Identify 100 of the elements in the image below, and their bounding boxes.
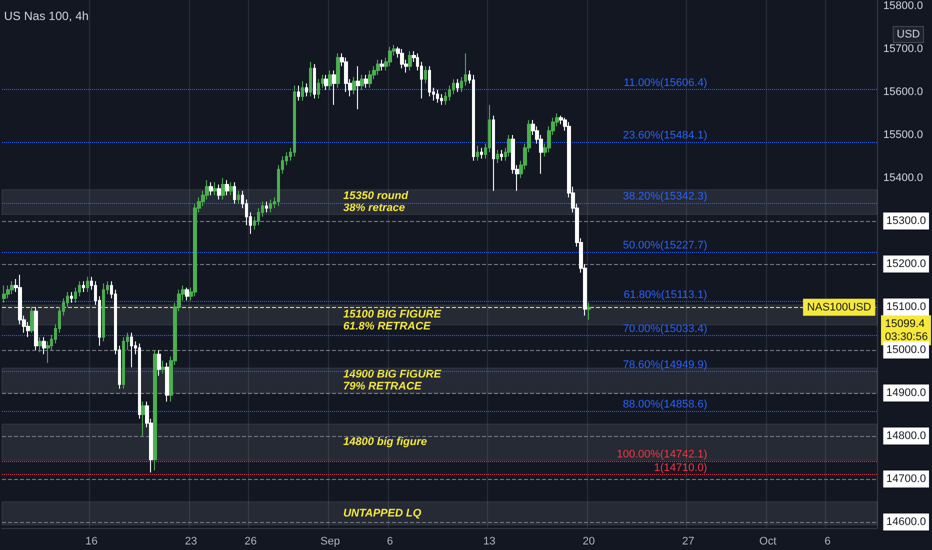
candlestick <box>30 306 34 334</box>
y-tick-label: 15000.0 <box>886 344 926 356</box>
candlestick <box>324 74 328 90</box>
candlestick <box>356 66 360 110</box>
candlestick <box>364 74 368 88</box>
band-label: 15350 round 38% retrace <box>343 190 408 214</box>
band-label: UNTAPPED LQ <box>343 507 422 520</box>
y-tick-label: 14900.0 <box>886 386 926 399</box>
x-tick-label: Oct <box>759 536 776 548</box>
y-tick-label: 15800.0 <box>883 0 924 12</box>
candlestick <box>122 336 125 390</box>
text: US Nas 100, 4h <box>4 9 89 23</box>
candlestick <box>157 349 161 376</box>
candlestick <box>221 178 225 200</box>
candlestick <box>141 401 145 436</box>
ref-line-label: NAS100USD <box>807 301 872 314</box>
candlestick <box>428 66 431 97</box>
candlestick <box>309 61 312 97</box>
ref-line-label: 78.60%(14949.9) <box>622 359 708 372</box>
ref-line-label: 61.80%(15113.1) <box>624 288 708 301</box>
y-tick-label: 15700.0 <box>883 43 924 56</box>
ref-line-label: 100.00%(14742.1) <box>616 448 708 460</box>
candlestick <box>376 59 380 76</box>
candlestick <box>185 287 189 302</box>
candlestick <box>492 115 495 192</box>
candlestick <box>360 74 364 90</box>
x-tick-label: 6 <box>386 536 393 548</box>
candlestick <box>436 89 439 104</box>
candlestick <box>301 80 304 102</box>
ref-line-label: 50.00%(15227.7) <box>622 240 708 252</box>
candlestick <box>86 276 89 292</box>
candlestick <box>102 282 105 342</box>
candlestick <box>332 70 336 106</box>
candlestick <box>225 180 229 196</box>
candlestick <box>472 74 475 162</box>
candlestick <box>500 150 503 162</box>
candlestick <box>130 332 133 368</box>
y-tick-label: 15300.0 <box>886 215 926 228</box>
candlestick <box>161 360 165 374</box>
candlestick <box>42 336 46 355</box>
candlestick <box>440 94 443 106</box>
candlestick <box>153 349 157 471</box>
text: 03:30:56 <box>885 330 928 343</box>
x-tick-label: 16 <box>85 536 98 548</box>
candlestick <box>400 48 404 69</box>
candlestick <box>313 64 316 99</box>
candlestick <box>209 182 213 196</box>
candlestick <box>305 82 308 97</box>
candlestick <box>138 343 141 420</box>
y-tick-label: 15500.0 <box>883 129 924 142</box>
candlestick <box>82 280 85 292</box>
ref-line-label: 88.00%(14858.6) <box>622 398 708 410</box>
x-tick-label: 23 <box>184 536 198 548</box>
candlestick <box>336 52 340 88</box>
x-tick-label: 26 <box>244 536 257 548</box>
candlestick <box>217 184 221 200</box>
text: USD <box>896 28 920 40</box>
ref-line-label: 11.00%(15606.4) <box>624 76 708 89</box>
y-tick-label: 14700.0 <box>886 472 926 485</box>
candlestick <box>2 285 6 304</box>
text: 15099.4 <box>885 318 925 330</box>
candlestick <box>587 302 591 320</box>
y-tick-label: 15600.0 <box>883 86 924 98</box>
ref-line-label: 23.60%(15484.1) <box>622 129 708 142</box>
candlestick <box>380 59 384 72</box>
ref-line-label: 38.20%(15342.3) <box>622 190 708 202</box>
candlestick <box>328 70 332 90</box>
candlestick <box>293 85 296 158</box>
candlestick <box>368 70 372 88</box>
x-tick-label: 27 <box>682 536 694 548</box>
candlestick <box>424 66 427 84</box>
ref-line-label: 70.00%(15033.4) <box>622 323 708 336</box>
candlestick <box>269 199 272 213</box>
candlestick <box>38 336 42 353</box>
x-tick-label: 20 <box>582 536 595 548</box>
candlestick <box>388 46 392 67</box>
y-tick-label: 15400.0 <box>883 172 924 184</box>
candlestick <box>229 182 233 196</box>
candlestick <box>233 182 236 204</box>
candlestick <box>165 362 169 402</box>
candlestick <box>10 280 14 295</box>
candlestick <box>496 150 499 164</box>
x-tick-label: 6 <box>824 536 831 548</box>
candlestick <box>70 291 73 304</box>
x-tick-label: 13 <box>483 536 496 548</box>
candlestick <box>6 285 10 299</box>
band-label: 14800 big figure <box>343 436 427 448</box>
candlestick <box>456 78 459 93</box>
candlestick <box>408 50 412 72</box>
candlestick <box>317 78 320 99</box>
candlestick <box>297 85 300 102</box>
candlestick <box>34 306 38 350</box>
candlestick <box>476 145 479 162</box>
candlestick <box>507 134 511 158</box>
y-tick-label: 14800.0 <box>886 430 926 442</box>
band-label: 15100 BIG FIGURE 61.8% RETRACE <box>343 308 442 333</box>
candlestick <box>237 190 240 204</box>
y-tick-label: 14600.0 <box>886 516 926 528</box>
candlestick <box>265 201 268 213</box>
candlestick <box>352 76 356 95</box>
